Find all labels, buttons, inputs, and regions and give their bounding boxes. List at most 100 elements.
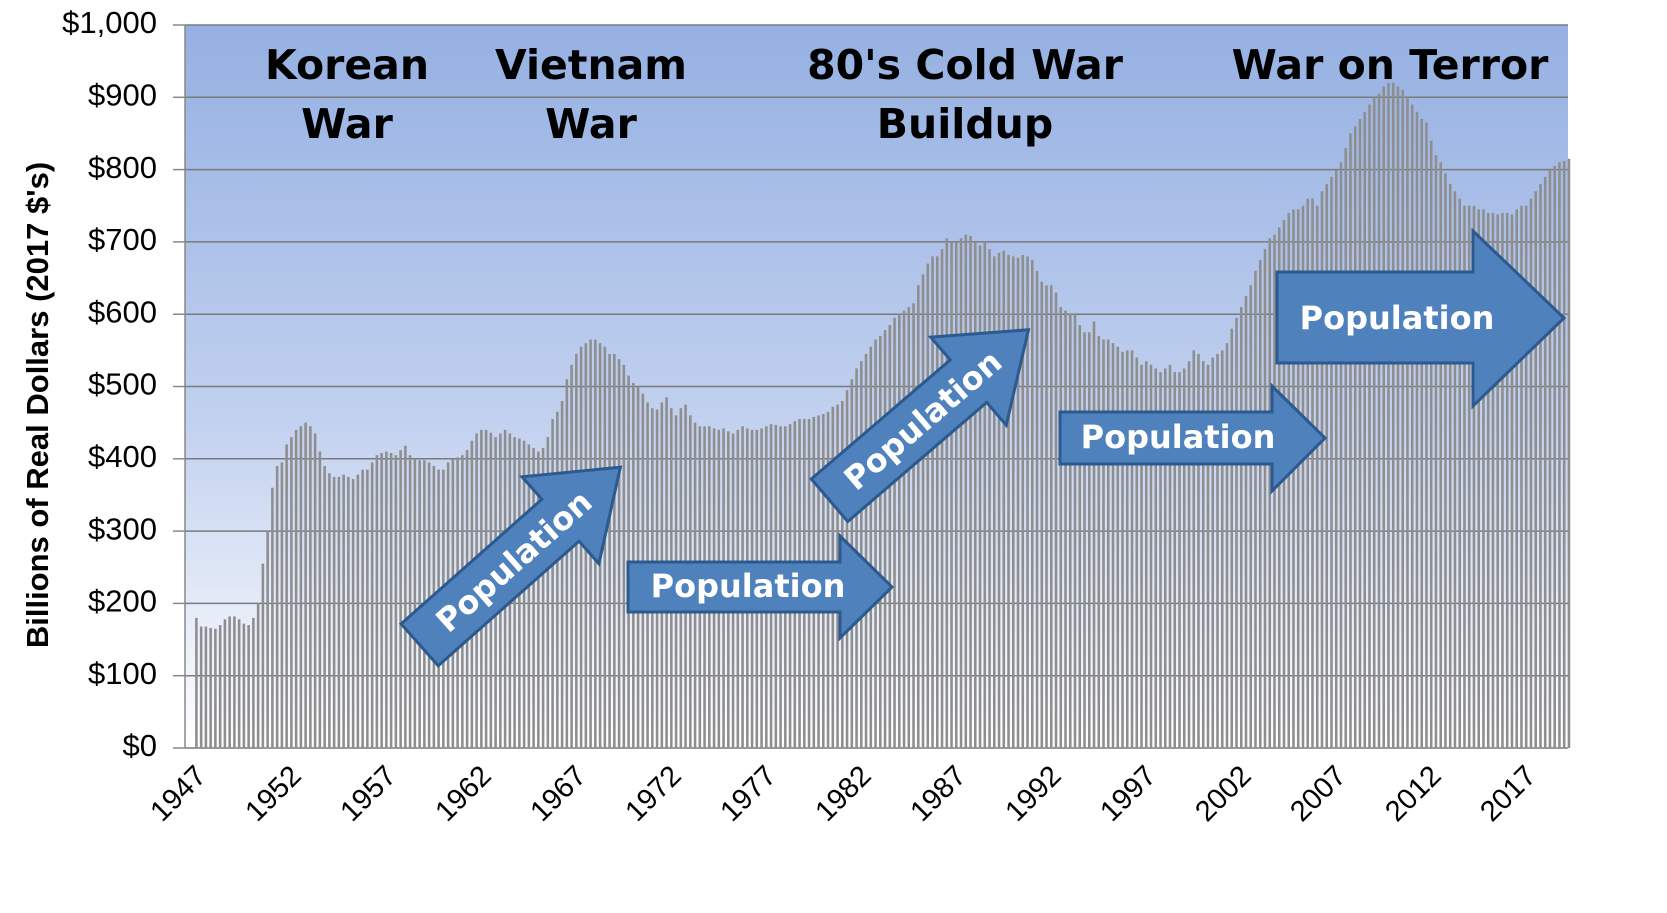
bar xyxy=(1239,306,1243,748)
bar xyxy=(195,617,198,748)
bar xyxy=(1410,104,1414,748)
bar xyxy=(385,451,388,748)
bar xyxy=(1467,205,1471,748)
bar xyxy=(1225,343,1229,748)
bar xyxy=(1444,173,1447,749)
x-tick-label: 2012 xyxy=(1379,760,1447,828)
bar xyxy=(299,426,303,748)
bar xyxy=(304,422,307,748)
bar xyxy=(1201,361,1205,748)
bar xyxy=(1007,254,1010,748)
bar xyxy=(223,619,227,748)
bar xyxy=(394,455,398,748)
bar xyxy=(993,256,996,748)
x-tick-label: 1982 xyxy=(809,760,877,828)
bar xyxy=(560,400,564,748)
bar xyxy=(361,469,364,748)
annotation: Korean xyxy=(265,41,429,89)
x-tick-label: 1992 xyxy=(999,760,1067,828)
bar xyxy=(1524,205,1528,748)
bar xyxy=(622,364,626,748)
bar xyxy=(860,361,863,748)
bar xyxy=(613,353,616,748)
bar xyxy=(565,379,569,748)
bar xyxy=(898,314,901,748)
bar xyxy=(218,625,222,748)
bar xyxy=(1273,234,1276,749)
bar xyxy=(1054,292,1058,748)
y-tick-label: $100 xyxy=(88,656,157,691)
bar xyxy=(1358,118,1362,749)
y-tick-label: $700 xyxy=(88,222,157,257)
bar xyxy=(209,627,212,748)
bar xyxy=(945,238,949,748)
bar xyxy=(522,440,526,748)
bar xyxy=(1106,339,1110,748)
bar xyxy=(1125,350,1129,748)
bar xyxy=(1211,357,1215,748)
y-tick-label: $900 xyxy=(88,77,157,112)
x-tick-label: 1967 xyxy=(524,760,592,828)
bar xyxy=(570,364,573,748)
bar xyxy=(1187,361,1191,748)
bar xyxy=(1534,191,1537,749)
y-tick-label: $300 xyxy=(88,511,157,546)
bar xyxy=(1268,238,1272,748)
bar xyxy=(1458,198,1461,748)
bar xyxy=(969,236,972,748)
bar xyxy=(1011,256,1015,748)
bar xyxy=(1377,93,1381,748)
arrow-label: Population xyxy=(651,567,846,605)
bar xyxy=(266,531,269,748)
bar xyxy=(1258,259,1262,748)
x-tick-label: 1997 xyxy=(1094,760,1162,828)
bar xyxy=(1463,205,1466,748)
annotation: 80's Cold War xyxy=(807,41,1124,89)
bar xyxy=(1434,155,1438,748)
bar xyxy=(418,460,421,748)
bar xyxy=(1230,328,1234,748)
bar xyxy=(408,455,412,748)
bar xyxy=(237,619,241,748)
y-tick-label: $1,000 xyxy=(62,5,157,40)
bar xyxy=(275,466,279,748)
bar xyxy=(926,263,930,748)
bar xyxy=(1301,205,1305,748)
bar xyxy=(1235,317,1238,748)
bar xyxy=(214,628,217,748)
bar xyxy=(271,487,274,748)
bar xyxy=(399,450,402,748)
bar xyxy=(1249,285,1253,748)
bar xyxy=(575,353,578,748)
bar xyxy=(1068,314,1072,748)
bar xyxy=(1486,212,1490,749)
bar xyxy=(1491,212,1495,749)
bar xyxy=(1353,126,1357,749)
bar xyxy=(1553,165,1556,749)
bar xyxy=(1363,111,1367,748)
bar xyxy=(1282,220,1286,748)
bar xyxy=(1016,257,1020,748)
bar xyxy=(1472,205,1476,748)
bar xyxy=(556,411,559,748)
bar xyxy=(404,445,407,748)
bar xyxy=(959,238,963,748)
bar xyxy=(532,447,535,748)
bar xyxy=(1078,325,1082,748)
arrow-label: Population xyxy=(1300,299,1495,337)
bar xyxy=(1391,82,1395,749)
arrow: Population xyxy=(626,532,895,642)
bar xyxy=(921,274,925,748)
bar xyxy=(579,346,583,748)
x-tick-label: 1952 xyxy=(240,760,308,828)
x-tick-label: 1962 xyxy=(429,760,497,828)
bar xyxy=(1311,198,1314,748)
bar xyxy=(1448,184,1452,748)
bar xyxy=(370,462,374,748)
bar xyxy=(337,476,341,748)
y-tick-label: $0 xyxy=(123,728,157,763)
bar xyxy=(1510,214,1514,748)
bar xyxy=(261,563,265,748)
bar xyxy=(978,245,982,748)
